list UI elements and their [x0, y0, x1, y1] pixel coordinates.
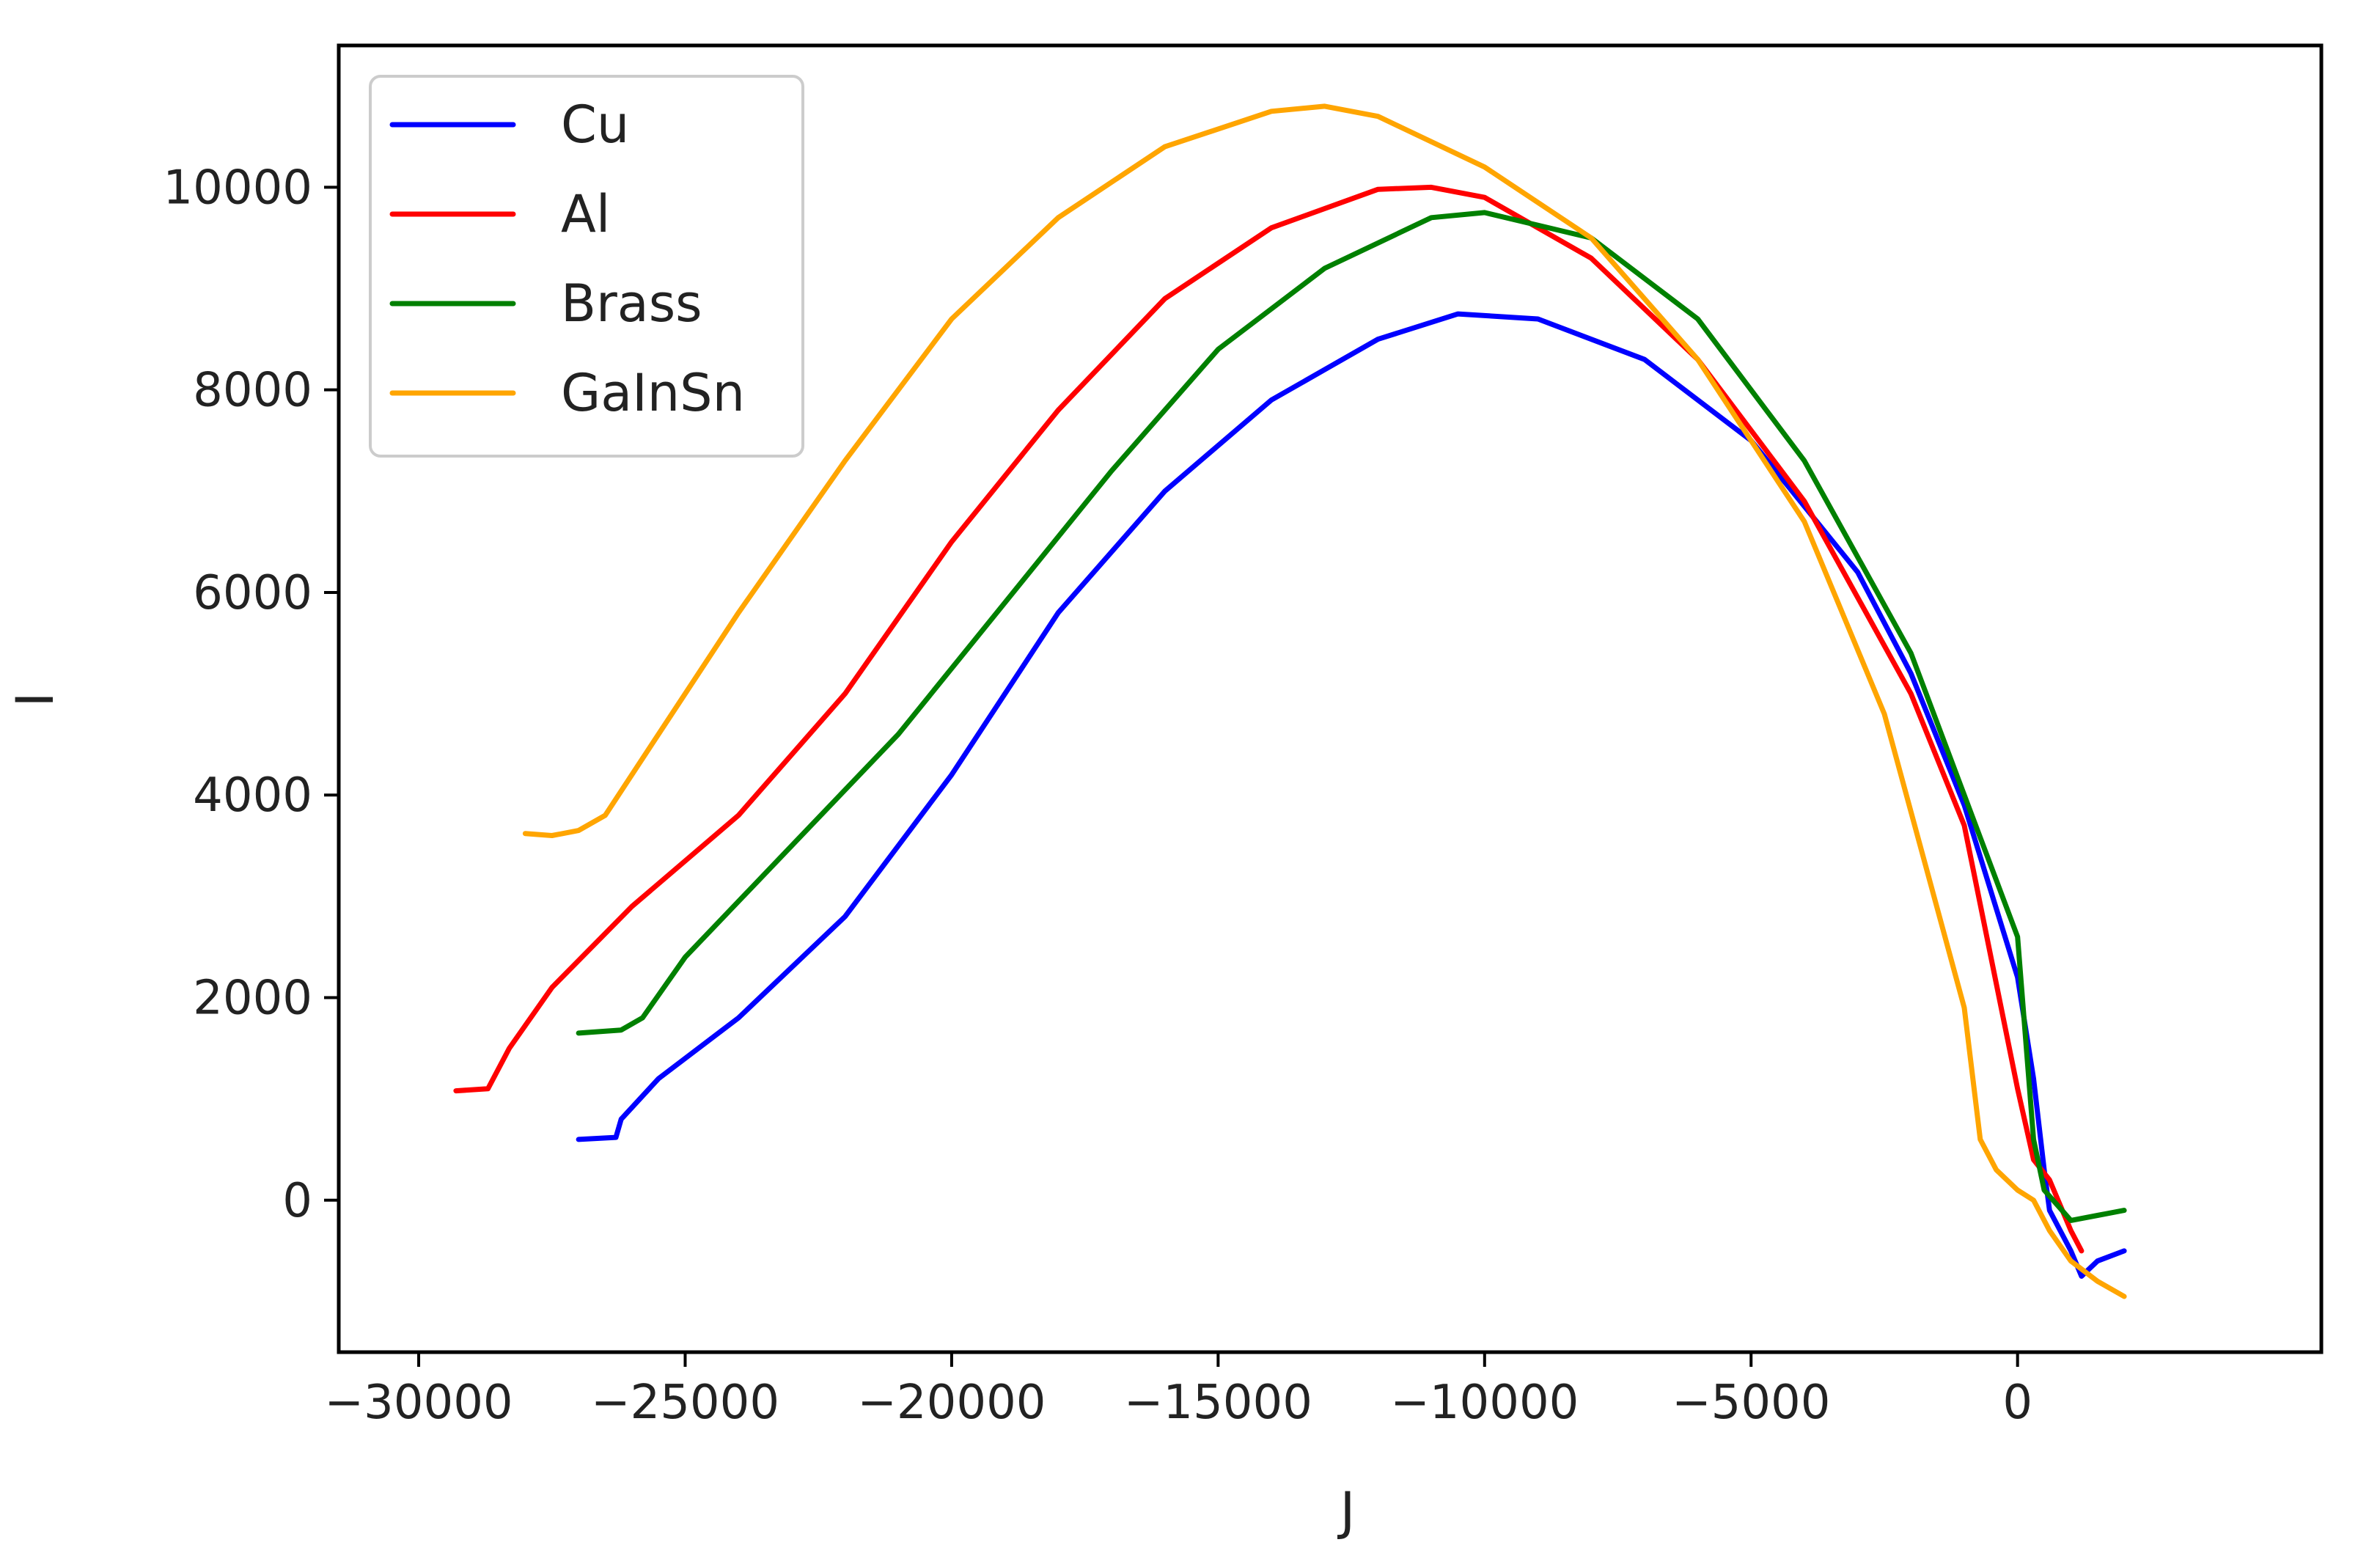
legend-label-gainsn: GaInSn — [561, 363, 745, 423]
x-tick-label: −15000 — [1124, 1376, 1312, 1430]
y-tick-label: 6000 — [193, 566, 312, 620]
x-axis-ticks: −30000 −25000 −20000 −15000 −10000 −5000 0 — [324, 1352, 2032, 1430]
legend-items: Cu Al Brass GaInSn — [389, 95, 745, 423]
series-lines — [453, 103, 2127, 1299]
legend-label-al: Al — [561, 184, 610, 244]
y-tick-label: 0 — [282, 1174, 312, 1228]
x-tick-label: −10000 — [1390, 1376, 1579, 1430]
legend-box — [369, 75, 804, 458]
legend-label-brass: Brass — [561, 274, 702, 334]
x-tick-label: −30000 — [324, 1376, 513, 1430]
y-tick-label: 4000 — [193, 768, 312, 823]
series-line-brass — [576, 210, 2127, 1223]
x-tick-label: 0 — [2002, 1376, 2032, 1430]
plot-frame — [337, 43, 2324, 1354]
series-line-gainsn — [522, 103, 2127, 1299]
y-tick-label: 2000 — [193, 972, 312, 1026]
y-axis-ticks: 0 2000 4000 6000 8000 10000 — [163, 161, 339, 1228]
y-tick-label: 10000 — [163, 161, 312, 215]
series-line-al — [453, 184, 2085, 1254]
x-tick-label: −20000 — [857, 1376, 1046, 1430]
y-axis-title: I — [5, 692, 65, 708]
legend: Cu Al Brass GaInSn — [369, 75, 804, 458]
x-tick-label: −5000 — [1672, 1376, 1831, 1430]
y-tick-label: 8000 — [193, 364, 312, 418]
x-axis-title: J — [1337, 1481, 1356, 1541]
legend-label-cu: Cu — [561, 95, 629, 155]
x-tick-label: −25000 — [591, 1376, 779, 1430]
series-line-cu — [576, 311, 2127, 1279]
